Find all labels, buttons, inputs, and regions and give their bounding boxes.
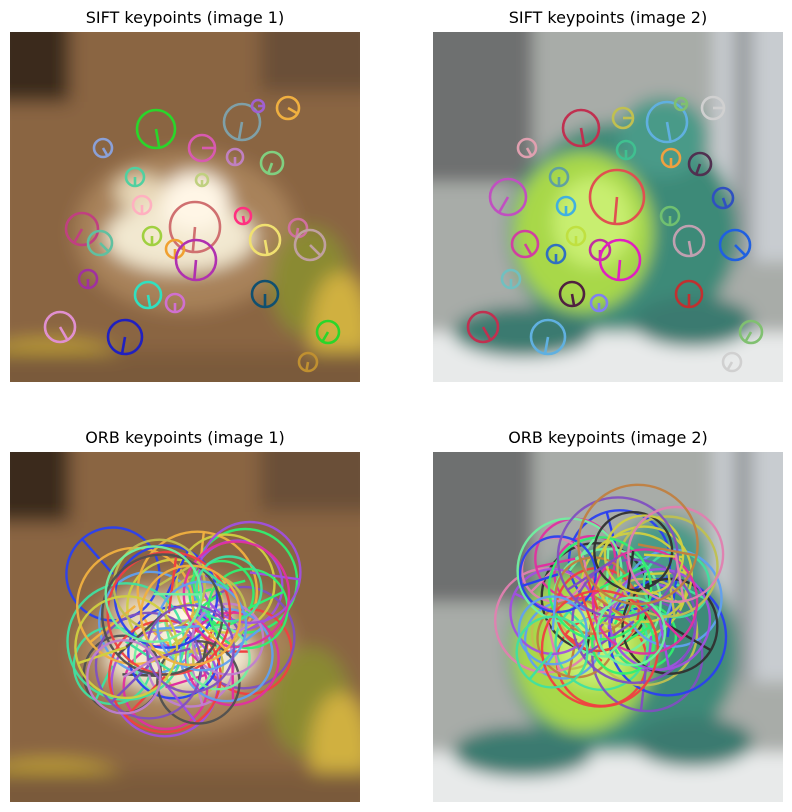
- keypoint-marker: [104, 545, 203, 644]
- keypoint-marker: [660, 147, 682, 169]
- keypoint-marker: [598, 238, 642, 282]
- panel-title-sift-1: SIFT keypoints (image 1): [85, 8, 285, 27]
- keypoint-marker: [565, 225, 587, 247]
- keypoint-marker: [133, 280, 163, 310]
- keypoint-marker: [588, 168, 646, 226]
- keypoint-plot-orb-2: [433, 452, 783, 802]
- keypoint-marker: [92, 137, 114, 159]
- keypoint-marker: [488, 177, 528, 217]
- keypoint-marker: [131, 194, 153, 216]
- keypoint-marker: [225, 147, 245, 167]
- keypoint-marker: [548, 166, 570, 188]
- panel-title-orb-2: ORB keypoints (image 2): [508, 428, 708, 447]
- keypoint-marker: [561, 108, 601, 148]
- keypoint-marker: [141, 225, 163, 247]
- keypoint-marker: [164, 292, 186, 314]
- keypoint-marker: [124, 166, 146, 188]
- keypoint-marker: [721, 351, 743, 373]
- keypoint-image-sift-1: [10, 32, 360, 382]
- keypoint-marker: [517, 595, 588, 666]
- keypoint-marker: [616, 515, 719, 618]
- background-photo: [433, 32, 783, 382]
- keypoint-marker: [589, 293, 609, 313]
- keypoint-marker: [596, 596, 667, 667]
- keypoint-marker: [259, 150, 285, 176]
- keypoint-marker: [293, 228, 327, 262]
- keypoint-marker: [466, 310, 500, 344]
- keypoint-marker: [687, 151, 713, 177]
- keypoint-marker: [718, 228, 752, 262]
- keypoint-image-orb-2: [433, 452, 783, 802]
- keypoint-marker: [529, 318, 567, 356]
- sift-keypoints: [466, 95, 764, 373]
- keypoint-marker: [674, 279, 704, 309]
- keypoint-marker: [645, 100, 689, 144]
- keypoint-marker: [66, 582, 186, 701]
- keypoint-plot-orb-1: [10, 452, 360, 802]
- keypoint-marker: [555, 195, 577, 217]
- keypoint-marker: [672, 224, 706, 258]
- keypoint-marker: [673, 96, 689, 112]
- orb-keypoints: [65, 520, 302, 738]
- keypoint-marker: [248, 223, 282, 257]
- keypoint-marker: [659, 205, 681, 227]
- keypoint-marker: [627, 505, 725, 604]
- keypoint-marker: [187, 133, 217, 163]
- keypoint-marker: [558, 280, 586, 308]
- keypoint-marker: [43, 310, 77, 344]
- keypoint-marker: [222, 102, 262, 142]
- keypoint-marker: [250, 98, 266, 114]
- keypoint-marker: [545, 243, 567, 265]
- keypoint-marker: [174, 238, 218, 282]
- keypoint-marker: [250, 279, 280, 309]
- keypoint-marker: [297, 351, 319, 373]
- keypoint-marker: [64, 211, 100, 247]
- keypoint-marker: [500, 268, 522, 290]
- keypoint-marker: [700, 95, 726, 121]
- keypoint-marker: [608, 567, 712, 671]
- keypoint-marker: [577, 483, 699, 606]
- keypoint-marker: [86, 229, 114, 257]
- keypoint-marker: [194, 172, 210, 188]
- keypoint-image-sift-2: [433, 32, 783, 382]
- keypoint-marker: [515, 615, 589, 689]
- keypoint-marker: [233, 206, 253, 226]
- keypoint-image-orb-1: [10, 452, 360, 802]
- keypoint-marker: [195, 555, 263, 623]
- keypoint-marker: [86, 639, 162, 715]
- keypoint-marker: [275, 95, 301, 121]
- keypoint-marker: [547, 536, 653, 641]
- keypoint-marker: [615, 139, 637, 161]
- keypoint-marker: [315, 319, 341, 345]
- keypoint-marker: [135, 108, 177, 150]
- keypoint-marker: [711, 186, 735, 210]
- keypoint-plot-sift-2: [433, 32, 783, 382]
- keypoint-marker: [556, 496, 679, 619]
- keypoint-marker: [738, 319, 764, 345]
- keypoint-marker: [156, 580, 248, 672]
- keypoint-marker: [518, 535, 597, 614]
- panel-title-orb-1: ORB keypoints (image 1): [85, 428, 285, 447]
- keypoint-marker: [77, 268, 99, 290]
- keypoint-marker: [611, 106, 635, 130]
- keypoint-marker: [106, 318, 144, 356]
- sift-keypoints: [43, 95, 341, 373]
- keypoint-marker: [74, 595, 179, 700]
- orb-keypoints: [493, 483, 728, 713]
- panel-title-sift-2: SIFT keypoints (image 2): [508, 8, 708, 27]
- keypoint-marker: [516, 137, 538, 159]
- keypoint-marker: [510, 229, 540, 259]
- keypoint-plot-sift-1: [10, 32, 360, 382]
